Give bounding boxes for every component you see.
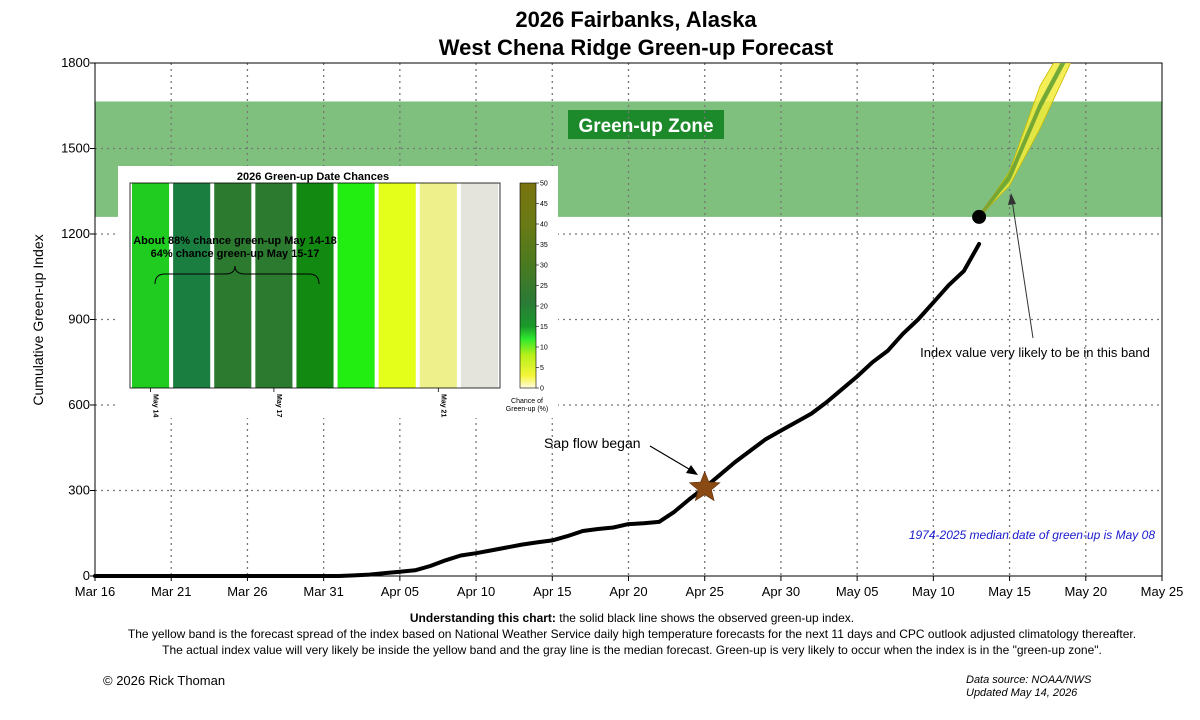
inset-title: 2026 Green-up Date Chances — [237, 171, 389, 183]
inset-heatmap — [132, 183, 498, 388]
inset-cell — [173, 183, 211, 388]
observed-index-line — [93, 242, 982, 578]
colorbar-tick-label: 35 — [540, 242, 548, 249]
x-tick-label: May 20 — [1064, 584, 1107, 599]
y-tick-label: 900 — [68, 312, 90, 327]
x-tick-label: May 25 — [1141, 584, 1184, 599]
sap-flow-star — [688, 470, 721, 502]
inset-frame — [129, 182, 501, 389]
inset-cell — [460, 183, 498, 388]
x-tick-label: Mar 21 — [151, 584, 191, 599]
x-axis: Mar 16 Mar 21 Mar 26 Mar 31 Apr 05 Apr 10 Apr … — [75, 576, 1184, 599]
copyright: © 2026 Rick Thoman — [103, 673, 225, 688]
inset-colorbar-ticks: 0 5 10 15 20 25 30 35 40 45 50 — [536, 181, 548, 393]
green-up-zone-label-box: Green-up Zone — [568, 110, 724, 139]
x-tick-label: Apr 20 — [609, 584, 647, 599]
colorbar-tick-label: 0 — [540, 386, 544, 393]
inset-annotation-1: About 88% chance green-up May 14-18 — [133, 235, 337, 247]
y-axis: 0 300 600 900 1200 1500 1800 — [61, 55, 95, 583]
band-note: Index value very likely to be in this ba… — [920, 345, 1150, 360]
footer-line-1: Understanding this chart: the solid blac… — [410, 611, 854, 625]
inset-colorbar — [519, 182, 537, 389]
colorbar-tick-label: 15 — [540, 324, 548, 331]
x-tick-label: Apr 25 — [686, 584, 724, 599]
colorbar-label-1: Chance of — [511, 398, 543, 405]
forecast-band-core — [979, 63, 1066, 217]
inset-tick-label: May 14 — [152, 394, 159, 417]
sap-flow-arrow — [649, 445, 695, 473]
median-date-note: 1974-2025 median date of green-up is May… — [909, 528, 1155, 542]
colorbar-tick-label: 5 — [540, 365, 544, 372]
current-index-point — [972, 209, 987, 224]
footer-line-2: The yellow band is the forecast spread o… — [128, 627, 1136, 641]
colorbar-tick-label: 20 — [540, 304, 548, 311]
y-tick-label: 600 — [68, 397, 90, 412]
x-tick-label: May 05 — [836, 584, 879, 599]
inset-annotation-2: 64% chance green-up May 15-17 — [151, 248, 320, 260]
colorbar-tick-label: 45 — [540, 201, 548, 208]
x-tick-label: Apr 05 — [381, 584, 419, 599]
x-tick-label: Mar 16 — [75, 584, 115, 599]
band-note-arrowhead — [1008, 193, 1016, 205]
updated-date: Updated May 14, 2026 — [966, 687, 1078, 699]
inset-tick-label: May 21 — [439, 394, 446, 417]
inset-cell — [419, 183, 457, 388]
inset-cell — [255, 183, 293, 388]
x-tick-label: May 15 — [988, 584, 1031, 599]
y-tick-label: 0 — [83, 568, 90, 583]
green-up-zone-label: Green-up Zone — [578, 116, 713, 137]
inset-cell — [132, 183, 170, 388]
colorbar-tick-label: 40 — [540, 222, 548, 229]
chart-subtitle: West Chena Ridge Green-up Forecast — [439, 35, 834, 60]
x-tick-label: Mar 26 — [227, 584, 267, 599]
footer-line-3: The actual index value will very likely … — [162, 643, 1102, 657]
sap-flow-label: Sap flow began — [544, 435, 641, 451]
inset-cell — [214, 183, 252, 388]
x-tick-label: Mar 31 — [303, 584, 343, 599]
colorbar-tick-label: 10 — [540, 345, 548, 352]
inset-cell — [378, 183, 416, 388]
colorbar-label-2: Green-up (%) — [506, 406, 548, 413]
inset-cell — [337, 183, 375, 388]
y-tick-label: 300 — [68, 483, 90, 498]
band-note-arrow — [1011, 199, 1034, 339]
inset-panel: 2026 Green-up Date Chances May 14 May 17 M… — [118, 166, 558, 418]
x-tick-label: Apr 15 — [533, 584, 571, 599]
x-tick-label: Apr 10 — [457, 584, 495, 599]
colorbar-tick-label: 25 — [540, 283, 548, 290]
forecast-group — [977, 63, 1071, 219]
colorbar-tick-label: 30 — [540, 263, 548, 270]
inset-tick-label: May 17 — [275, 394, 282, 417]
chart-title: 2026 Fairbanks, Alaska — [515, 7, 757, 32]
y-tick-label: 1500 — [61, 141, 90, 156]
x-tick-label: Apr 30 — [762, 584, 800, 599]
inset-x-axis: May 14 May 17 May 21 — [150, 388, 446, 417]
x-tick-label: May 10 — [912, 584, 955, 599]
colorbar-tick-label: 50 — [540, 181, 548, 188]
data-source: Data source: NOAA/NWS — [966, 674, 1092, 686]
y-axis-label: Cumulative Green-up Index — [30, 234, 46, 405]
y-tick-label: 1200 — [61, 226, 90, 241]
inset-cell — [296, 183, 334, 388]
y-tick-label: 1800 — [61, 55, 90, 70]
sap-flow-arrowhead — [686, 465, 698, 475]
inset-brace — [154, 265, 320, 285]
